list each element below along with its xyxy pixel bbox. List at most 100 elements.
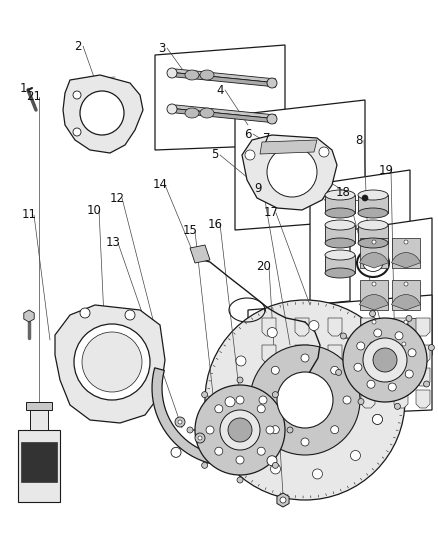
Circle shape	[237, 477, 243, 483]
Circle shape	[267, 147, 317, 197]
Circle shape	[301, 438, 309, 446]
Circle shape	[428, 344, 434, 351]
Circle shape	[301, 354, 309, 362]
Text: 6: 6	[244, 127, 252, 141]
Wedge shape	[360, 352, 384, 366]
Text: 7: 7	[263, 132, 271, 144]
Circle shape	[343, 396, 351, 404]
Circle shape	[371, 372, 381, 382]
Circle shape	[357, 342, 365, 350]
Circle shape	[348, 337, 358, 347]
Circle shape	[372, 415, 382, 424]
Ellipse shape	[325, 250, 355, 260]
Circle shape	[257, 447, 265, 455]
Circle shape	[372, 282, 376, 286]
Circle shape	[374, 329, 382, 337]
Polygon shape	[392, 340, 416, 366]
Polygon shape	[392, 238, 420, 268]
Circle shape	[277, 372, 333, 428]
Polygon shape	[277, 493, 289, 507]
Circle shape	[267, 456, 277, 466]
Text: 5: 5	[211, 149, 219, 161]
Circle shape	[331, 366, 339, 374]
Text: 14: 14	[152, 179, 167, 191]
Circle shape	[267, 328, 277, 337]
Wedge shape	[360, 333, 389, 348]
Circle shape	[408, 349, 416, 357]
Ellipse shape	[325, 268, 355, 278]
Circle shape	[236, 356, 246, 366]
Text: 3: 3	[158, 42, 166, 54]
Text: 2: 2	[74, 39, 82, 52]
Polygon shape	[394, 368, 408, 386]
Circle shape	[250, 345, 360, 455]
Text: 17: 17	[264, 206, 279, 220]
Circle shape	[312, 469, 322, 479]
Polygon shape	[392, 318, 420, 348]
Circle shape	[340, 333, 346, 339]
Ellipse shape	[325, 238, 355, 248]
Polygon shape	[63, 75, 143, 153]
Circle shape	[82, 332, 142, 392]
Polygon shape	[262, 318, 276, 336]
Circle shape	[228, 418, 252, 442]
Circle shape	[363, 338, 407, 382]
Ellipse shape	[185, 108, 199, 118]
Circle shape	[198, 436, 202, 440]
Circle shape	[331, 426, 339, 434]
Ellipse shape	[358, 190, 388, 200]
Text: 21: 21	[27, 91, 42, 103]
Circle shape	[402, 342, 406, 346]
Circle shape	[350, 450, 360, 461]
Circle shape	[271, 366, 279, 374]
Circle shape	[125, 310, 135, 320]
Ellipse shape	[185, 70, 199, 80]
Circle shape	[205, 300, 405, 500]
Circle shape	[395, 403, 400, 409]
Circle shape	[309, 320, 319, 330]
Circle shape	[287, 427, 293, 433]
Circle shape	[225, 397, 235, 407]
Polygon shape	[168, 69, 276, 82]
Circle shape	[220, 410, 260, 450]
Circle shape	[195, 433, 205, 443]
Wedge shape	[392, 333, 420, 348]
Circle shape	[238, 437, 248, 447]
Circle shape	[372, 415, 382, 424]
Circle shape	[195, 385, 285, 475]
Text: 20: 20	[257, 261, 272, 273]
Ellipse shape	[200, 108, 214, 118]
Polygon shape	[328, 368, 342, 386]
Text: 10: 10	[87, 204, 102, 216]
Polygon shape	[361, 318, 375, 336]
Polygon shape	[242, 135, 337, 210]
Polygon shape	[392, 280, 420, 310]
Circle shape	[354, 364, 362, 372]
Circle shape	[178, 420, 182, 424]
Ellipse shape	[267, 114, 277, 124]
Circle shape	[236, 456, 244, 464]
Text: 18: 18	[336, 187, 350, 199]
Polygon shape	[168, 105, 276, 118]
Polygon shape	[262, 390, 276, 408]
Wedge shape	[360, 253, 389, 268]
Circle shape	[280, 497, 286, 503]
Polygon shape	[416, 368, 430, 386]
Wedge shape	[392, 352, 416, 366]
Polygon shape	[361, 368, 375, 386]
Polygon shape	[295, 345, 309, 363]
Wedge shape	[392, 253, 420, 268]
Polygon shape	[295, 368, 309, 386]
Polygon shape	[328, 345, 342, 363]
Ellipse shape	[325, 220, 355, 230]
Polygon shape	[416, 345, 430, 363]
Circle shape	[395, 332, 403, 340]
Text: 13: 13	[106, 237, 120, 249]
Circle shape	[73, 91, 81, 99]
Polygon shape	[168, 72, 276, 87]
Ellipse shape	[167, 68, 177, 78]
Polygon shape	[24, 310, 34, 322]
Text: 16: 16	[208, 217, 223, 230]
Polygon shape	[26, 402, 52, 410]
Polygon shape	[328, 390, 342, 408]
